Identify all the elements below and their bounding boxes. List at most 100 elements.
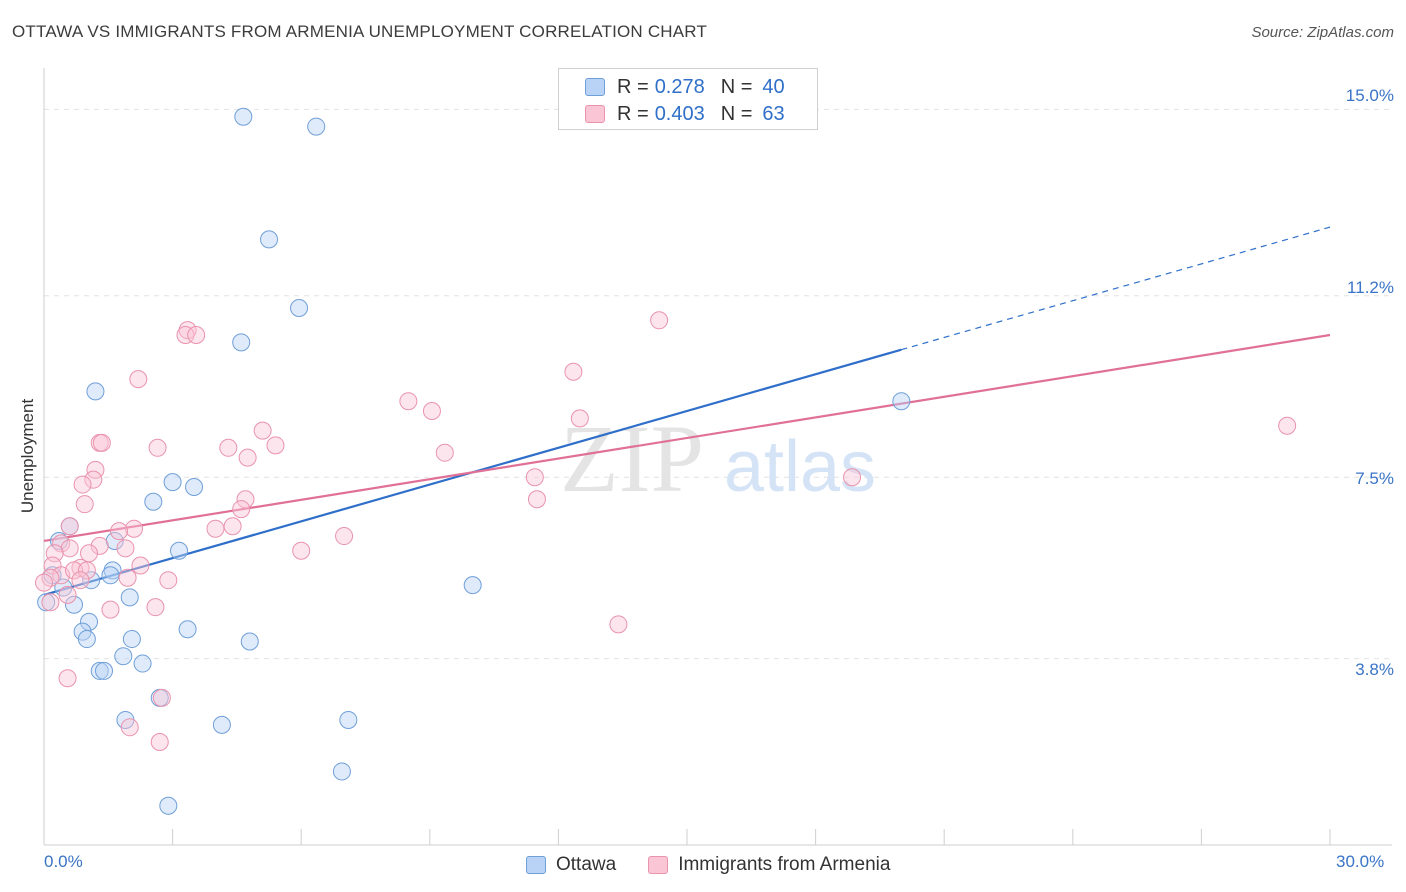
trend-lines [43, 226, 1331, 596]
gridlines [44, 108, 1392, 660]
data-point [65, 595, 84, 614]
y-axis-label: Unemployment [18, 398, 37, 514]
data-point [564, 362, 583, 381]
chart-title: OTTAWA VS IMMIGRANTS FROM ARMENIA UNEMPL… [12, 22, 708, 41]
data-point [58, 585, 77, 604]
armenia-n-value: 63 [762, 102, 785, 125]
data-point [37, 593, 56, 612]
data-point [90, 536, 109, 555]
data-point [339, 710, 358, 729]
data-point [260, 230, 279, 249]
data-point [307, 117, 326, 136]
data-point [234, 107, 253, 126]
data-point [1278, 416, 1297, 435]
data-point [144, 492, 163, 511]
y-tick-label: 7.5% [1355, 469, 1394, 488]
data-point [609, 615, 628, 634]
data-point [178, 620, 197, 639]
legend-row-ottawa: R = 0.278 N = 40 [585, 74, 785, 100]
data-point [232, 333, 251, 352]
data-point [206, 519, 225, 538]
trend-line-extension [901, 226, 1331, 351]
armenia-swatch [585, 105, 605, 123]
data-point [163, 473, 182, 492]
data-point [150, 733, 169, 752]
axes [43, 68, 1392, 846]
data-point [60, 517, 79, 536]
data-point [77, 561, 96, 580]
legend-label-armenia: Immigrants from Armenia [678, 854, 891, 875]
armenia-swatch [648, 856, 669, 874]
data-point [170, 541, 189, 560]
data-point [236, 490, 255, 509]
data-point [292, 541, 311, 560]
data-point [332, 762, 351, 781]
data-point [77, 630, 96, 649]
data-point [240, 632, 259, 651]
legend-row-armenia: R = 0.403 N = 63 [585, 101, 785, 127]
data-point [52, 534, 71, 553]
stats-legend: R = 0.278 N = 40 R = 0.403 N = 63 [558, 68, 818, 130]
data-point [101, 566, 120, 585]
data-point [176, 326, 195, 344]
data-point [253, 421, 272, 440]
data-point [219, 438, 238, 457]
data-point [71, 571, 90, 590]
data-point [65, 561, 84, 580]
x-tick-label: 0.0% [44, 852, 83, 871]
data-point [41, 593, 60, 612]
source-label: Source: ZipAtlas.com [1251, 24, 1394, 41]
data-point [60, 539, 79, 558]
data-point [463, 576, 482, 595]
armenia-r-value: 0.403 [654, 102, 705, 125]
data-point [422, 402, 441, 421]
data-point [159, 571, 178, 590]
data-point [131, 556, 150, 575]
y-tick-label: 11.2% [1347, 278, 1394, 297]
data-point [35, 573, 53, 592]
data-point [129, 370, 148, 389]
ottawa-swatch [585, 78, 605, 96]
data-point [84, 470, 103, 489]
data-point [133, 654, 152, 673]
data-point [118, 568, 137, 587]
legend-label-ottawa: Ottawa [556, 854, 617, 875]
data-point [435, 443, 454, 462]
ottawa-n-value: 40 [762, 75, 785, 98]
watermark-atlas: atlas [724, 427, 876, 507]
y-tick-label: 3.8% [1355, 660, 1394, 679]
data-point [58, 669, 77, 688]
data-point [290, 299, 309, 318]
data-point [110, 522, 129, 541]
data-point [238, 448, 257, 467]
data-point [148, 438, 167, 457]
data-point [843, 468, 862, 487]
data-point [90, 661, 109, 680]
data-point [152, 688, 171, 707]
data-point [212, 715, 231, 734]
data-point [187, 326, 206, 344]
series-legend: Ottawa Immigrants from Armenia [526, 852, 922, 878]
data-point [73, 475, 92, 494]
r-label: R = [617, 102, 649, 125]
y-tick-label: 15.0% [1345, 86, 1394, 105]
data-point [650, 311, 669, 330]
data-point [114, 647, 133, 666]
legend-item-ottawa[interactable]: Ottawa [526, 854, 616, 876]
data-points [35, 107, 1297, 815]
trend-line [43, 333, 1331, 543]
data-point [399, 392, 418, 411]
data-point [120, 718, 139, 737]
n-label: N = [720, 75, 753, 98]
r-label: R = [617, 75, 649, 98]
legend-item-armenia[interactable]: Immigrants from Armenia [648, 854, 890, 876]
data-point [120, 588, 139, 607]
data-point [95, 661, 114, 680]
data-point [125, 519, 144, 538]
data-point [335, 527, 354, 546]
data-point [101, 600, 120, 619]
ottawa-swatch [526, 856, 546, 874]
x-tick-label: 30.0% [1336, 852, 1385, 871]
data-point [185, 478, 204, 497]
